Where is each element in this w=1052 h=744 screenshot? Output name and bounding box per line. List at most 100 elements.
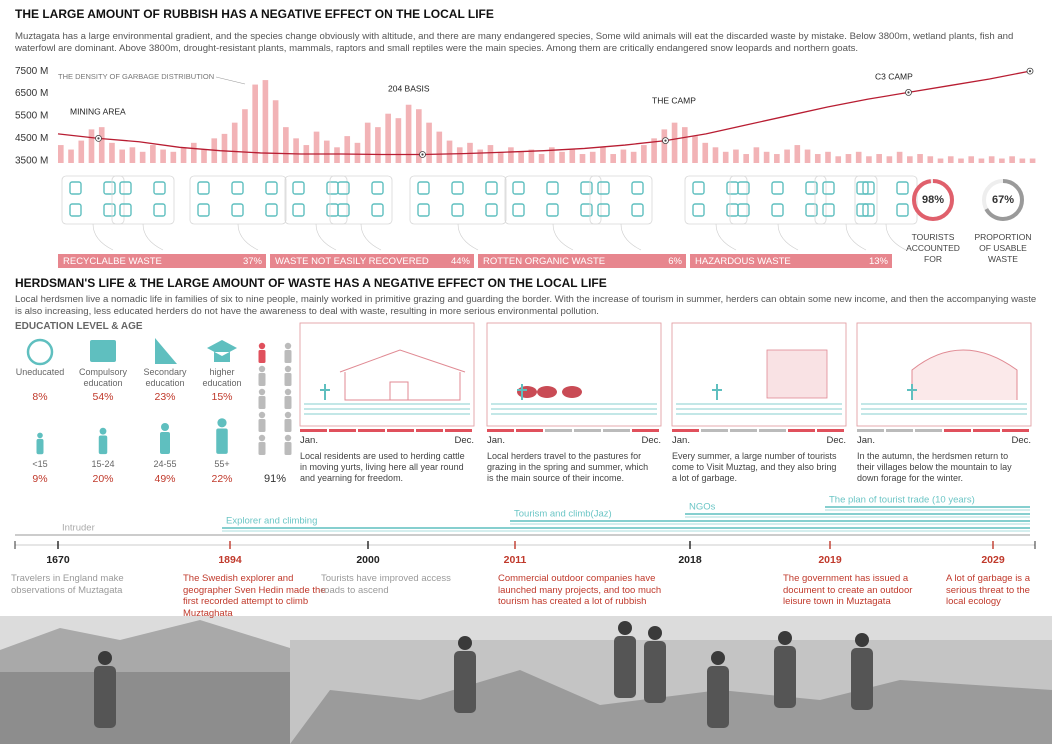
- density-bar: [221, 133, 228, 163]
- panel-start: Jan.: [672, 435, 690, 446]
- icon-group: [409, 175, 507, 225]
- person-head: [258, 388, 266, 396]
- waste-icon: [119, 203, 132, 217]
- timeline-caption: Travelers in England make observations o…: [11, 573, 124, 596]
- panel-caption: Local residents are used to herding catt…: [300, 451, 465, 483]
- waste-icon: [197, 203, 210, 217]
- month-segment: [445, 429, 472, 432]
- waste-icon: [862, 181, 875, 195]
- person-body: [258, 442, 266, 455]
- edu-label: higher education: [202, 367, 242, 388]
- waste-icon: [822, 203, 835, 217]
- density-bar: [129, 147, 136, 163]
- density-bar: [876, 154, 882, 163]
- month-segment: [603, 429, 630, 432]
- person-photo-head: [618, 621, 632, 635]
- density-bar: [999, 158, 1005, 163]
- edu-icon: [26, 338, 54, 366]
- waste-icon: [326, 203, 339, 217]
- age-icon-body: [216, 428, 228, 454]
- density-bar: [436, 131, 443, 163]
- density-bar: [794, 145, 801, 163]
- waste-icon: [103, 181, 116, 195]
- density-bar: [988, 156, 995, 163]
- density-bar: [753, 147, 760, 163]
- density-bar: [283, 127, 289, 163]
- month-segment: [817, 429, 844, 432]
- edu-share: 54%: [92, 391, 114, 403]
- month-segment: [886, 429, 913, 432]
- section-title: THE LARGE AMOUNT OF RUBBISH HAS A NEGATI…: [15, 7, 494, 21]
- density-bar: [641, 145, 647, 163]
- waste-icon: [822, 181, 835, 195]
- waste-icon: [451, 181, 464, 195]
- density-bar: [681, 127, 688, 163]
- ring-arc: [912, 179, 954, 221]
- age-icon-head: [217, 418, 227, 428]
- timeline-caption: The Swedish explorer and geographer Sven…: [183, 573, 326, 619]
- waste-icon: [337, 203, 350, 217]
- month-segment: [672, 429, 699, 432]
- waste-bar: [58, 254, 266, 268]
- density-bar: [78, 140, 85, 163]
- density-bar: [712, 147, 719, 163]
- waste-name: ROTTEN ORGANIC WASTE: [483, 256, 605, 267]
- waste-icon: [771, 181, 784, 195]
- yak: [562, 386, 582, 398]
- density-bar: [1029, 158, 1036, 163]
- waste-icon: [631, 181, 644, 195]
- density-bar: [119, 149, 126, 163]
- person-photo-head: [458, 636, 472, 650]
- waste-icon: [119, 181, 132, 195]
- age-label: 24-55: [153, 459, 177, 469]
- connector: [845, 223, 867, 251]
- person-photo-body: [851, 648, 873, 710]
- panel-caption: Every summer, a large number of tourists…: [672, 451, 837, 483]
- density-bar: [538, 154, 545, 163]
- connector: [715, 223, 737, 251]
- icon-group: [189, 175, 287, 225]
- month-segment: [329, 429, 356, 432]
- density-bar: [692, 136, 698, 163]
- density-bar: [549, 147, 555, 163]
- timeline-caption: Tourists have improved access roads to a…: [321, 573, 451, 596]
- timeline-year: 2019: [818, 554, 842, 566]
- month-segment: [730, 429, 757, 432]
- age-icon-head: [99, 427, 107, 435]
- stream-label: The plan of tourist trade (10 years): [829, 495, 975, 506]
- person-head: [258, 342, 266, 350]
- density-bar: [426, 122, 432, 163]
- density-bar: [201, 149, 207, 163]
- density-bar: [139, 151, 146, 163]
- section-title: HERDSMAN'S LIFE & THE LARGE AMOUNT OF WA…: [15, 276, 607, 290]
- waste-icon: [197, 181, 210, 195]
- waste-icon: [417, 203, 430, 217]
- person-head: [284, 388, 292, 396]
- waste-icon: [371, 181, 384, 195]
- waste-icon: [69, 203, 82, 217]
- density-bar: [896, 151, 903, 163]
- leader-line: [215, 76, 246, 85]
- waste-icon: [597, 181, 610, 195]
- edu-share: 23%: [154, 391, 176, 403]
- density-bar: [722, 151, 729, 163]
- ring-caption: TOURISTS ACCOUNTED FOR: [906, 232, 960, 264]
- panel-end: Dec.: [454, 435, 474, 446]
- age-icon-body: [160, 432, 170, 454]
- age-label: 15-24: [91, 459, 115, 469]
- person-photo-head: [648, 626, 662, 640]
- intro-text: Local herdsmen live a nomadic life in fa…: [15, 294, 1037, 317]
- waste-icon: [856, 181, 869, 195]
- waste-share: 44%: [451, 256, 471, 267]
- y-tick-label: 3500 M: [15, 155, 48, 166]
- density-bar: [354, 142, 361, 163]
- waste-icon: [726, 181, 739, 195]
- waste-icon: [896, 203, 909, 217]
- density-bar: [855, 151, 862, 163]
- waste-icon: [371, 203, 384, 217]
- person-body: [284, 396, 292, 409]
- density-bar: [385, 113, 391, 163]
- annotation: THE DENSITY OF GARBAGE DISTRIBUTION: [58, 72, 214, 81]
- waste-icon: [417, 181, 430, 195]
